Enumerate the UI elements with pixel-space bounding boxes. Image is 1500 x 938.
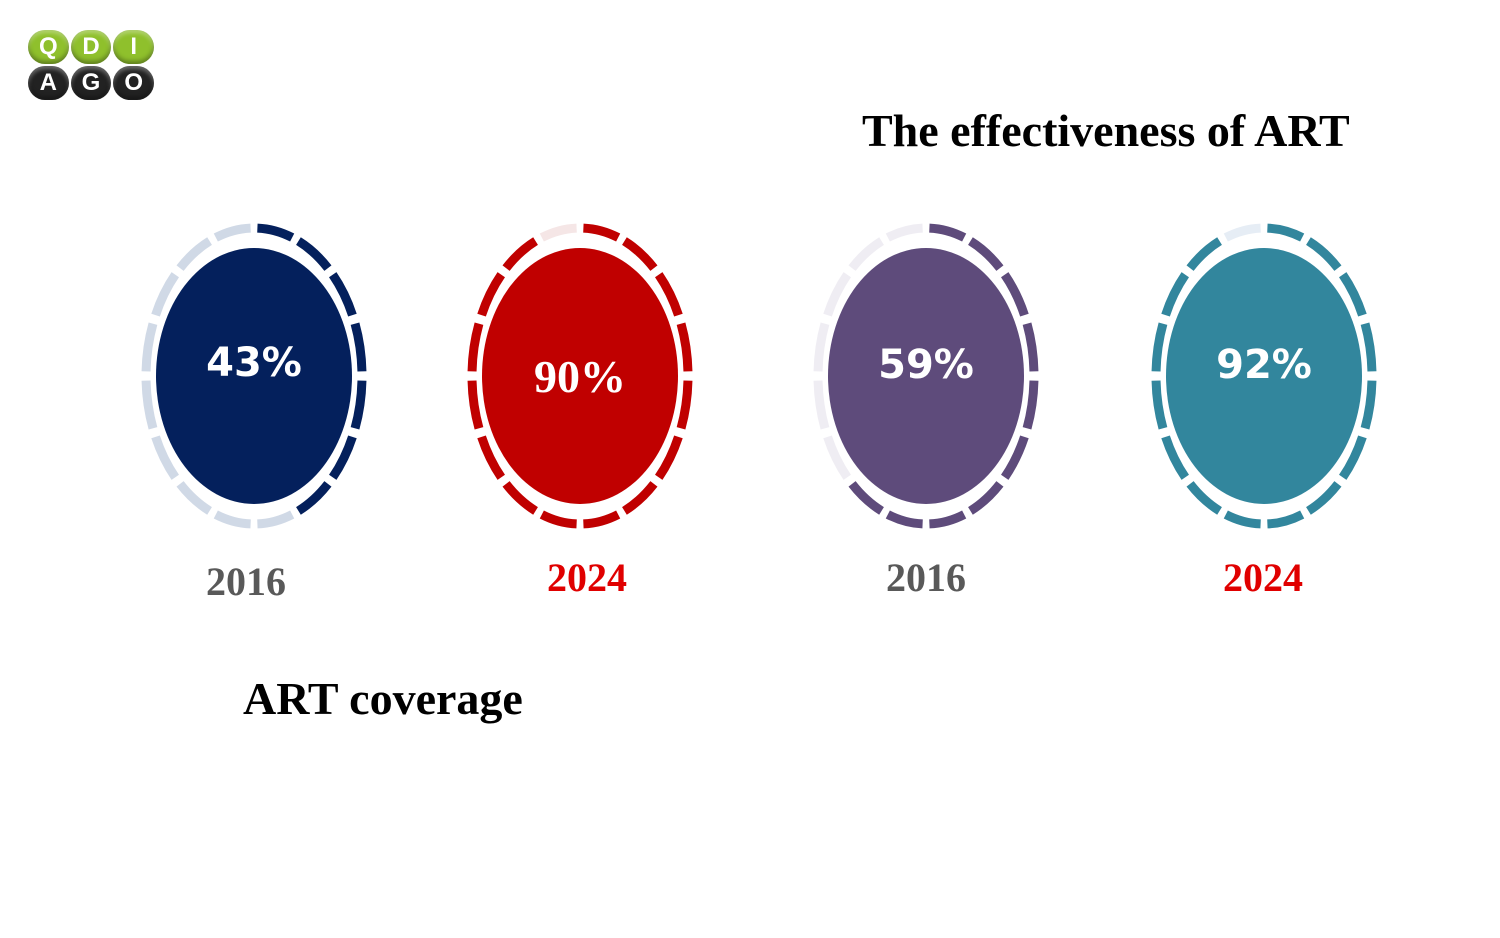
gauge-filled-segment xyxy=(654,435,683,480)
gauge-filled-segment xyxy=(621,237,658,271)
gauge-filled-segment xyxy=(1360,322,1377,372)
gauge-year-label: 2016 xyxy=(886,555,966,600)
gauge-track-segment xyxy=(823,272,852,317)
gauge-filled-segment xyxy=(1186,237,1223,271)
gauge-ring xyxy=(467,223,693,529)
gauge-filled-segment xyxy=(676,380,693,430)
gauge-ring xyxy=(141,223,367,529)
gauge-track-segment xyxy=(848,237,885,271)
gauge-track-segment xyxy=(813,322,830,372)
gauge-filled-segment xyxy=(295,237,332,271)
gauge-year-label: 2024 xyxy=(547,555,627,600)
gauge-year-label: 2016 xyxy=(206,559,286,604)
gauge-track-segment xyxy=(141,380,158,430)
coverage-heading: ART coverage xyxy=(243,673,523,724)
logo-letter: O xyxy=(113,66,155,100)
gauge-track-segment xyxy=(213,223,251,242)
gauge-filled-segment xyxy=(929,510,967,529)
gauge-filled-segment xyxy=(295,481,332,515)
gauge-coverage-2016: 43% xyxy=(134,216,374,536)
gauge-year-label: 2024 xyxy=(1223,555,1303,600)
gauge-filled-segment xyxy=(1161,435,1190,480)
gauge-filled-segment xyxy=(967,481,1004,515)
gauge-center-disc xyxy=(482,248,678,504)
gauge-value-label: 59% xyxy=(878,342,974,388)
gauge-filled-segment xyxy=(1305,481,1342,515)
gauge-center-disc xyxy=(1166,248,1362,504)
gauge-filled-segment xyxy=(467,380,484,430)
gauge-filled-segment xyxy=(1000,272,1029,317)
gauge-effectiveness-2024: 92% xyxy=(1144,216,1384,536)
gauge-filled-segment xyxy=(1338,435,1367,480)
gauge-filled-segment xyxy=(1267,223,1305,242)
gauge-value-label: 90% xyxy=(534,351,626,402)
gauge-filled-segment xyxy=(477,272,506,317)
logo-letter: A xyxy=(28,66,69,100)
logo-letter: G xyxy=(70,66,112,100)
gauge-value-label: 43% xyxy=(206,340,302,386)
gauge-filled-segment xyxy=(621,481,658,515)
gauge-track-segment xyxy=(1223,223,1261,242)
gauge-filled-segment xyxy=(676,322,693,372)
gauge-filled-segment xyxy=(1151,322,1168,372)
gauge-filled-segment xyxy=(654,272,683,317)
gauge-filled-segment xyxy=(477,435,506,480)
gauge-filled-segment xyxy=(885,510,923,529)
gauge-filled-segment xyxy=(1305,237,1342,271)
logo-letter: D xyxy=(70,30,112,64)
gauge-filled-segment xyxy=(328,435,357,480)
gauge-effectiveness-2016: 59% xyxy=(806,216,1046,536)
gauge-value-label: 92% xyxy=(1216,342,1312,388)
logo-letter: I xyxy=(113,30,155,64)
gauge-filled-segment xyxy=(583,510,621,529)
gauge-track-segment xyxy=(176,481,213,515)
gauge-filled-segment xyxy=(1000,435,1029,480)
gauge-filled-segment xyxy=(502,237,539,271)
gauge-filled-segment xyxy=(350,380,367,430)
qdi-ago-logo: Q D I A G O xyxy=(28,30,155,100)
gauge-filled-segment xyxy=(1161,272,1190,317)
gauge-track-segment xyxy=(257,510,295,529)
gauge-filled-segment xyxy=(848,481,885,515)
gauge-filled-segment xyxy=(1151,380,1168,430)
gauge-filled-segment xyxy=(1360,380,1377,430)
gauge-track-segment xyxy=(885,223,923,242)
gauge-filled-segment xyxy=(1186,481,1223,515)
gauge-filled-segment xyxy=(1022,322,1039,372)
gauge-center-disc xyxy=(156,248,352,504)
gauge-track-segment xyxy=(151,272,180,317)
gauge-center-disc xyxy=(828,248,1024,504)
gauge-filled-segment xyxy=(967,237,1004,271)
gauge-filled-segment xyxy=(1338,272,1367,317)
gauge-track-segment xyxy=(539,223,577,242)
logo-bottom-row: A G O xyxy=(28,66,155,100)
gauge-track-segment xyxy=(141,322,158,372)
gauge-coverage-2024: 90% xyxy=(460,216,700,536)
gauge-filled-segment xyxy=(350,322,367,372)
gauge-ring xyxy=(813,223,1039,529)
gauge-track-segment xyxy=(151,435,180,480)
gauge-track-segment xyxy=(176,237,213,271)
logo-letter: Q xyxy=(28,30,69,64)
logo-top-row: Q D I xyxy=(28,30,155,64)
effectiveness-heading: The effectiveness of ART xyxy=(862,105,1350,156)
gauge-filled-segment xyxy=(1267,510,1305,529)
gauge-filled-segment xyxy=(1223,510,1261,529)
gauge-track-segment xyxy=(813,380,830,430)
gauge-filled-segment xyxy=(502,481,539,515)
gauge-track-segment xyxy=(823,435,852,480)
gauge-filled-segment xyxy=(539,510,577,529)
gauge-filled-segment xyxy=(929,223,967,242)
gauge-filled-segment xyxy=(583,223,621,242)
gauge-filled-segment xyxy=(328,272,357,317)
gauge-filled-segment xyxy=(467,322,484,372)
gauge-filled-segment xyxy=(1022,380,1039,430)
gauge-filled-segment xyxy=(257,223,295,242)
gauge-track-segment xyxy=(213,510,251,529)
gauge-ring xyxy=(1151,223,1377,529)
